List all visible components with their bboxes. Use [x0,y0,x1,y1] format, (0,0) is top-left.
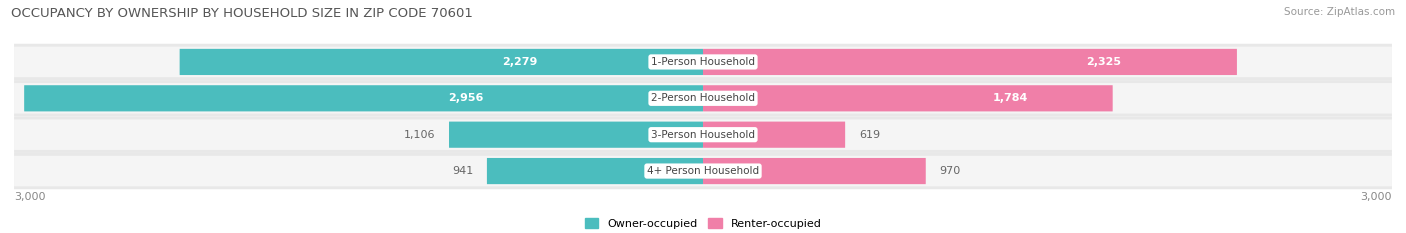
Text: 2-Person Household: 2-Person Household [651,93,755,103]
Text: Source: ZipAtlas.com: Source: ZipAtlas.com [1284,7,1395,17]
FancyBboxPatch shape [24,85,703,111]
FancyBboxPatch shape [14,156,1392,186]
FancyBboxPatch shape [14,44,1392,80]
FancyBboxPatch shape [14,119,1392,150]
Text: 2,279: 2,279 [502,57,537,67]
Text: 1,106: 1,106 [404,130,436,140]
FancyBboxPatch shape [703,85,1112,111]
Text: 3-Person Household: 3-Person Household [651,130,755,140]
Text: 1,784: 1,784 [993,93,1028,103]
FancyBboxPatch shape [14,153,1392,189]
FancyBboxPatch shape [14,47,1392,77]
FancyBboxPatch shape [14,80,1392,116]
Text: 2,956: 2,956 [447,93,484,103]
Text: 2,325: 2,325 [1085,57,1121,67]
FancyBboxPatch shape [14,116,1392,153]
Text: 4+ Person Household: 4+ Person Household [647,166,759,176]
FancyBboxPatch shape [703,158,925,184]
FancyBboxPatch shape [14,83,1392,114]
Legend: Owner-occupied, Renter-occupied: Owner-occupied, Renter-occupied [581,214,825,233]
FancyBboxPatch shape [703,122,845,148]
Text: 941: 941 [451,166,474,176]
FancyBboxPatch shape [486,158,703,184]
Text: 3,000: 3,000 [1361,192,1392,202]
FancyBboxPatch shape [449,122,703,148]
Text: OCCUPANCY BY OWNERSHIP BY HOUSEHOLD SIZE IN ZIP CODE 70601: OCCUPANCY BY OWNERSHIP BY HOUSEHOLD SIZE… [11,7,474,20]
Text: 970: 970 [939,166,960,176]
Text: 1-Person Household: 1-Person Household [651,57,755,67]
FancyBboxPatch shape [180,49,703,75]
Text: 3,000: 3,000 [14,192,45,202]
Text: 619: 619 [859,130,880,140]
FancyBboxPatch shape [703,49,1237,75]
